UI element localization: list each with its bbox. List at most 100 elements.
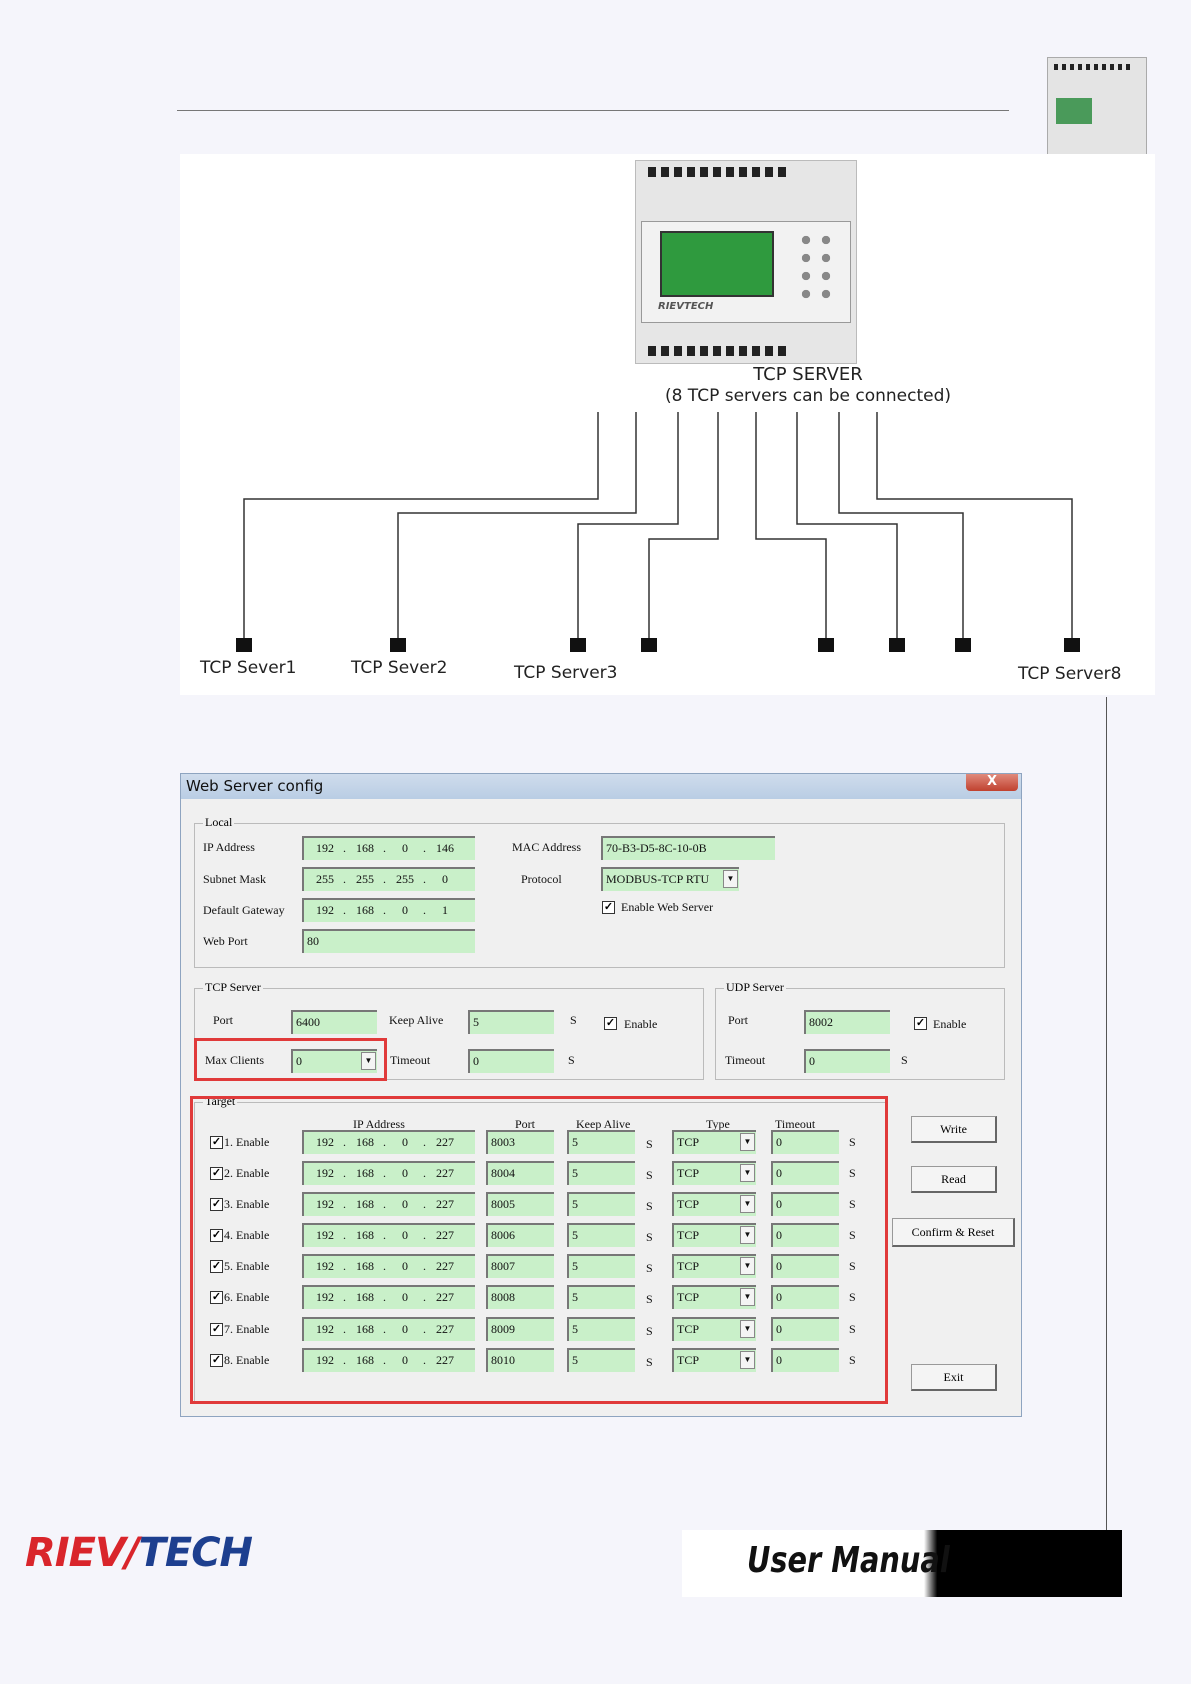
target-ip-field[interactable]: 192. 168. 0. 227 (302, 1130, 475, 1154)
target-keepalive-field[interactable]: 5 (567, 1254, 635, 1278)
target-type-select[interactable]: TCP ▼ (672, 1223, 756, 1247)
tcp-client-node (390, 638, 406, 652)
exit-button[interactable]: Exit (911, 1364, 997, 1391)
target-keepalive-field[interactable]: 5 (567, 1223, 635, 1247)
mac-field[interactable]: 70-B3-D5-8C-10-0B (601, 836, 775, 860)
target-timeout-field[interactable]: 0 (771, 1192, 839, 1216)
udp-timeout-field[interactable]: 0 (804, 1049, 890, 1073)
header-type: Type (706, 1117, 730, 1131)
target-ip-field[interactable]: 192. 168. 0. 227 (302, 1317, 475, 1341)
udp-port-field[interactable]: 8002 (804, 1010, 890, 1034)
target-port-field[interactable]: 8004 (486, 1161, 554, 1185)
protocol-value: MODBUS-TCP RTU (606, 872, 710, 886)
tcp-port-label: Port (213, 1013, 234, 1027)
target-port-field[interactable]: 8010 (486, 1348, 554, 1372)
target-highlight (190, 1096, 888, 1404)
target-timeout-field[interactable]: 0 (771, 1348, 839, 1372)
target-enable-label: 6. Enable (224, 1290, 270, 1304)
udp-enable-checkbox[interactable]: ✓ (914, 1017, 927, 1030)
write-button[interactable]: Write (911, 1116, 997, 1143)
local-group: Local (194, 815, 1005, 968)
tcp-enable-checkbox[interactable]: ✓ (604, 1017, 617, 1030)
ip-label: IP Address (203, 840, 255, 854)
target-type-select[interactable]: TCP ▼ (672, 1130, 756, 1154)
target-type-select[interactable]: TCP ▼ (672, 1285, 756, 1309)
tcp-timeout-field[interactable]: 0 (468, 1049, 554, 1073)
webport-label: Web Port (203, 934, 248, 948)
target-enable-checkbox[interactable]: ✓ (210, 1291, 223, 1304)
chevron-down-icon: ▼ (740, 1320, 755, 1338)
unit-label: S (646, 1324, 653, 1338)
read-button[interactable]: Read (911, 1166, 997, 1193)
target-port-field[interactable]: 8009 (486, 1317, 554, 1341)
server-title: TCP SERVER (753, 364, 863, 385)
unit-label: S (849, 1259, 856, 1273)
tcp-enable-label: Enable (624, 1017, 658, 1031)
target-port-field[interactable]: 8006 (486, 1223, 554, 1247)
target-ip-field[interactable]: 192. 168. 0. 227 (302, 1223, 475, 1247)
target-ip-field[interactable]: 192. 168. 0. 227 (302, 1285, 475, 1309)
unit-label: S (849, 1135, 856, 1149)
target-keepalive-field[interactable]: 5 (567, 1317, 635, 1341)
device-brand: RIEVTECH (658, 301, 714, 312)
enable-web-label: Enable Web Server (621, 900, 714, 914)
connection-line (755, 412, 827, 642)
target-ip-field[interactable]: 192. 168. 0. 227 (302, 1348, 475, 1372)
margin-line (1106, 697, 1107, 1535)
unit-label: S (646, 1355, 653, 1369)
target-keepalive-field[interactable]: 5 (567, 1161, 635, 1185)
target-timeout-field[interactable]: 0 (771, 1254, 839, 1278)
target-timeout-field[interactable]: 0 (771, 1130, 839, 1154)
tcp-server-diagram: RIEVTECH TCP SERVER (8 TCP servers can b… (180, 154, 1155, 695)
target-enable-checkbox[interactable]: ✓ (210, 1354, 223, 1367)
tcp-port-field[interactable]: 6400 (291, 1010, 377, 1034)
target-enable-checkbox[interactable]: ✓ (210, 1229, 223, 1242)
protocol-select[interactable]: MODBUS-TCP RTU ▼ (601, 867, 739, 891)
chevron-down-icon: ▼ (740, 1351, 755, 1369)
target-keepalive-field[interactable]: 5 (567, 1285, 635, 1309)
target-timeout-field[interactable]: 0 (771, 1223, 839, 1247)
chevron-down-icon: ▼ (740, 1288, 755, 1306)
confirm-reset-button[interactable]: Confirm & Reset (892, 1218, 1015, 1247)
close-button[interactable]: X (966, 774, 1018, 791)
local-ip-field[interactable]: 192. 168. 0. 146 (302, 836, 475, 860)
udp-timeout-label: Timeout (725, 1053, 766, 1067)
target-ip-field[interactable]: 192. 168. 0. 227 (302, 1192, 475, 1216)
target-enable-checkbox[interactable]: ✓ (210, 1198, 223, 1211)
target-type-select[interactable]: TCP ▼ (672, 1192, 756, 1216)
webport-field[interactable]: 80 (302, 929, 475, 953)
target-type-select[interactable]: TCP ▼ (672, 1317, 756, 1341)
target-ip-field[interactable]: 192. 168. 0. 227 (302, 1254, 475, 1278)
unit-label: S (901, 1053, 908, 1067)
target-timeout-field[interactable]: 0 (771, 1317, 839, 1341)
target-enable-checkbox[interactable]: ✓ (210, 1323, 223, 1336)
target-enable-checkbox[interactable]: ✓ (210, 1136, 223, 1149)
target-enable-checkbox[interactable]: ✓ (210, 1167, 223, 1180)
target-timeout-field[interactable]: 0 (771, 1161, 839, 1185)
target-port-field[interactable]: 8008 (486, 1285, 554, 1309)
target-port-field[interactable]: 8005 (486, 1192, 554, 1216)
target-timeout-field[interactable]: 0 (771, 1285, 839, 1309)
target-port-field[interactable]: 8007 (486, 1254, 554, 1278)
target-type-select[interactable]: TCP ▼ (672, 1161, 756, 1185)
target-type-select[interactable]: TCP ▼ (672, 1254, 756, 1278)
tcp-client-node (889, 638, 905, 652)
tcp-keepalive-field[interactable]: 5 (468, 1010, 554, 1034)
target-enable-label: 8. Enable (224, 1353, 270, 1367)
type-value: TCP (677, 1197, 700, 1211)
target-keepalive-field[interactable]: 5 (567, 1192, 635, 1216)
target-port-field[interactable]: 8003 (486, 1130, 554, 1154)
enable-web-checkbox[interactable]: ✓ (602, 901, 615, 914)
subnet-mask-field[interactable]: 255. 255. 255. 0 (302, 867, 475, 891)
target-keepalive-field[interactable]: 5 (567, 1348, 635, 1372)
tcp-client-node (641, 638, 657, 652)
gateway-field[interactable]: 192. 168. 0. 1 (302, 898, 475, 922)
type-value: TCP (677, 1290, 700, 1304)
target-type-select[interactable]: TCP ▼ (672, 1348, 756, 1372)
chevron-down-icon: ▼ (361, 1052, 376, 1070)
target-enable-checkbox[interactable]: ✓ (210, 1260, 223, 1273)
max-clients-select[interactable]: 0 ▼ (291, 1049, 377, 1073)
target-keepalive-field[interactable]: 5 (567, 1130, 635, 1154)
target-ip-field[interactable]: 192. 168. 0. 227 (302, 1161, 475, 1185)
